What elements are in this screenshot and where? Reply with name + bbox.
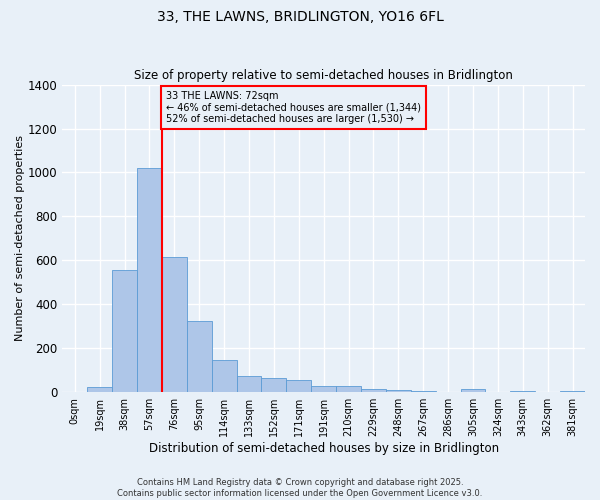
Bar (511, 391, 535, 392)
Text: Contains HM Land Registry data © Crown copyright and database right 2025.
Contai: Contains HM Land Registry data © Crown c… (118, 478, 482, 498)
Bar (112, 270, 137, 392)
Text: 33, THE LAWNS, BRIDLINGTON, YO16 6FL: 33, THE LAWNS, BRIDLINGTON, YO16 6FL (157, 10, 443, 24)
Bar (212, 360, 236, 392)
Bar (187, 321, 212, 392)
Title: Size of property relative to semi-detached houses in Bridlington: Size of property relative to semi-detach… (134, 69, 513, 82)
Text: 33 THE LAWNS: 72sqm
← 46% of semi-detached houses are smaller (1,344)
52% of sem: 33 THE LAWNS: 72sqm ← 46% of semi-detach… (166, 91, 421, 124)
Bar (336, 386, 361, 392)
Bar (137, 168, 162, 392)
Bar (286, 380, 311, 392)
Bar (236, 376, 262, 392)
Bar (162, 257, 187, 392)
X-axis label: Distribution of semi-detached houses by size in Bridlington: Distribution of semi-detached houses by … (149, 442, 499, 455)
Bar (311, 386, 336, 392)
Bar (411, 391, 436, 392)
Bar (386, 390, 411, 392)
Bar (262, 378, 286, 392)
Bar (560, 391, 585, 392)
Bar (361, 389, 386, 392)
Bar (461, 389, 485, 392)
Bar (87, 386, 112, 392)
Y-axis label: Number of semi-detached properties: Number of semi-detached properties (15, 136, 25, 342)
